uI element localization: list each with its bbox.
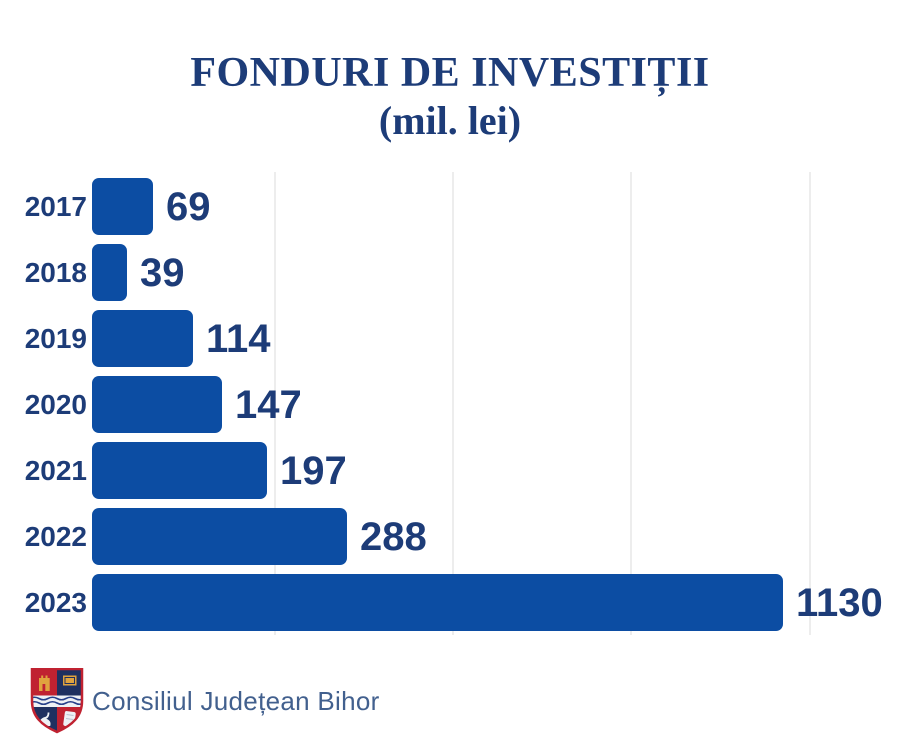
bar-value-label: 1130 [796,580,883,625]
bar-2017 [92,178,153,235]
bar-value-label: 147 [235,382,302,427]
year-label: 2020 [24,388,87,420]
bihor-coat-of-arms-logo [30,668,84,734]
bar-track: 69 [92,178,900,235]
bar-value-label: 197 [280,448,347,493]
bar-2023 [92,574,783,631]
bar-track: 197 [92,442,900,499]
bar-value-label: 288 [360,514,427,559]
chart-row-2017: 2017 69 [0,178,900,235]
footer: Consiliul Județean Bihor [30,668,380,734]
chart-row-2021: 2021 197 [0,442,900,499]
chart-rows: 2017 69 2018 39 2019 114 2020 147 2021 197 2022 288… [0,178,900,631]
year-label: 2017 [24,190,87,222]
bar-2021 [92,442,267,499]
chart-row-2019: 2019 114 [0,310,900,367]
chart-row-2020: 2020 147 [0,376,900,433]
bar-2018 [92,244,127,301]
bar-chart: 2017 69 2018 39 2019 114 2020 147 2021 197 2022 288… [0,172,900,635]
bar-value-label: 69 [166,184,211,229]
gridline [274,172,276,635]
year-label: 2023 [24,586,87,618]
bar-2019 [92,310,193,367]
bar-2020 [92,376,222,433]
chart-subtitle: (mil. lei) [378,98,522,144]
year-label: 2021 [24,454,87,486]
gridlines [0,172,900,635]
gridline [809,172,811,635]
bar-value-label: 114 [206,316,271,361]
bar-track: 114 [92,310,900,367]
year-label: 2022 [24,520,87,552]
title-block: FONDURI DE INVESTIȚII (mil. lei) [0,0,900,144]
bar-track: 147 [92,376,900,433]
bar-track: 39 [92,244,900,301]
chart-row-2023: 2023 1130 [0,574,900,631]
chart-row-2022: 2022 288 [0,508,900,565]
gridline [630,172,632,635]
bar-2022 [92,508,347,565]
bar-value-label: 39 [140,250,185,295]
year-label: 2018 [24,256,87,288]
bar-track: 288 [92,508,900,565]
bar-track: 1130 [92,574,900,631]
footer-org-name: Consiliul Județean Bihor [92,685,380,716]
gridline [452,172,454,635]
year-label: 2019 [24,322,87,354]
chart-row-2018: 2018 39 [0,244,900,301]
chart-title: FONDURI DE INVESTIȚII [190,50,710,96]
